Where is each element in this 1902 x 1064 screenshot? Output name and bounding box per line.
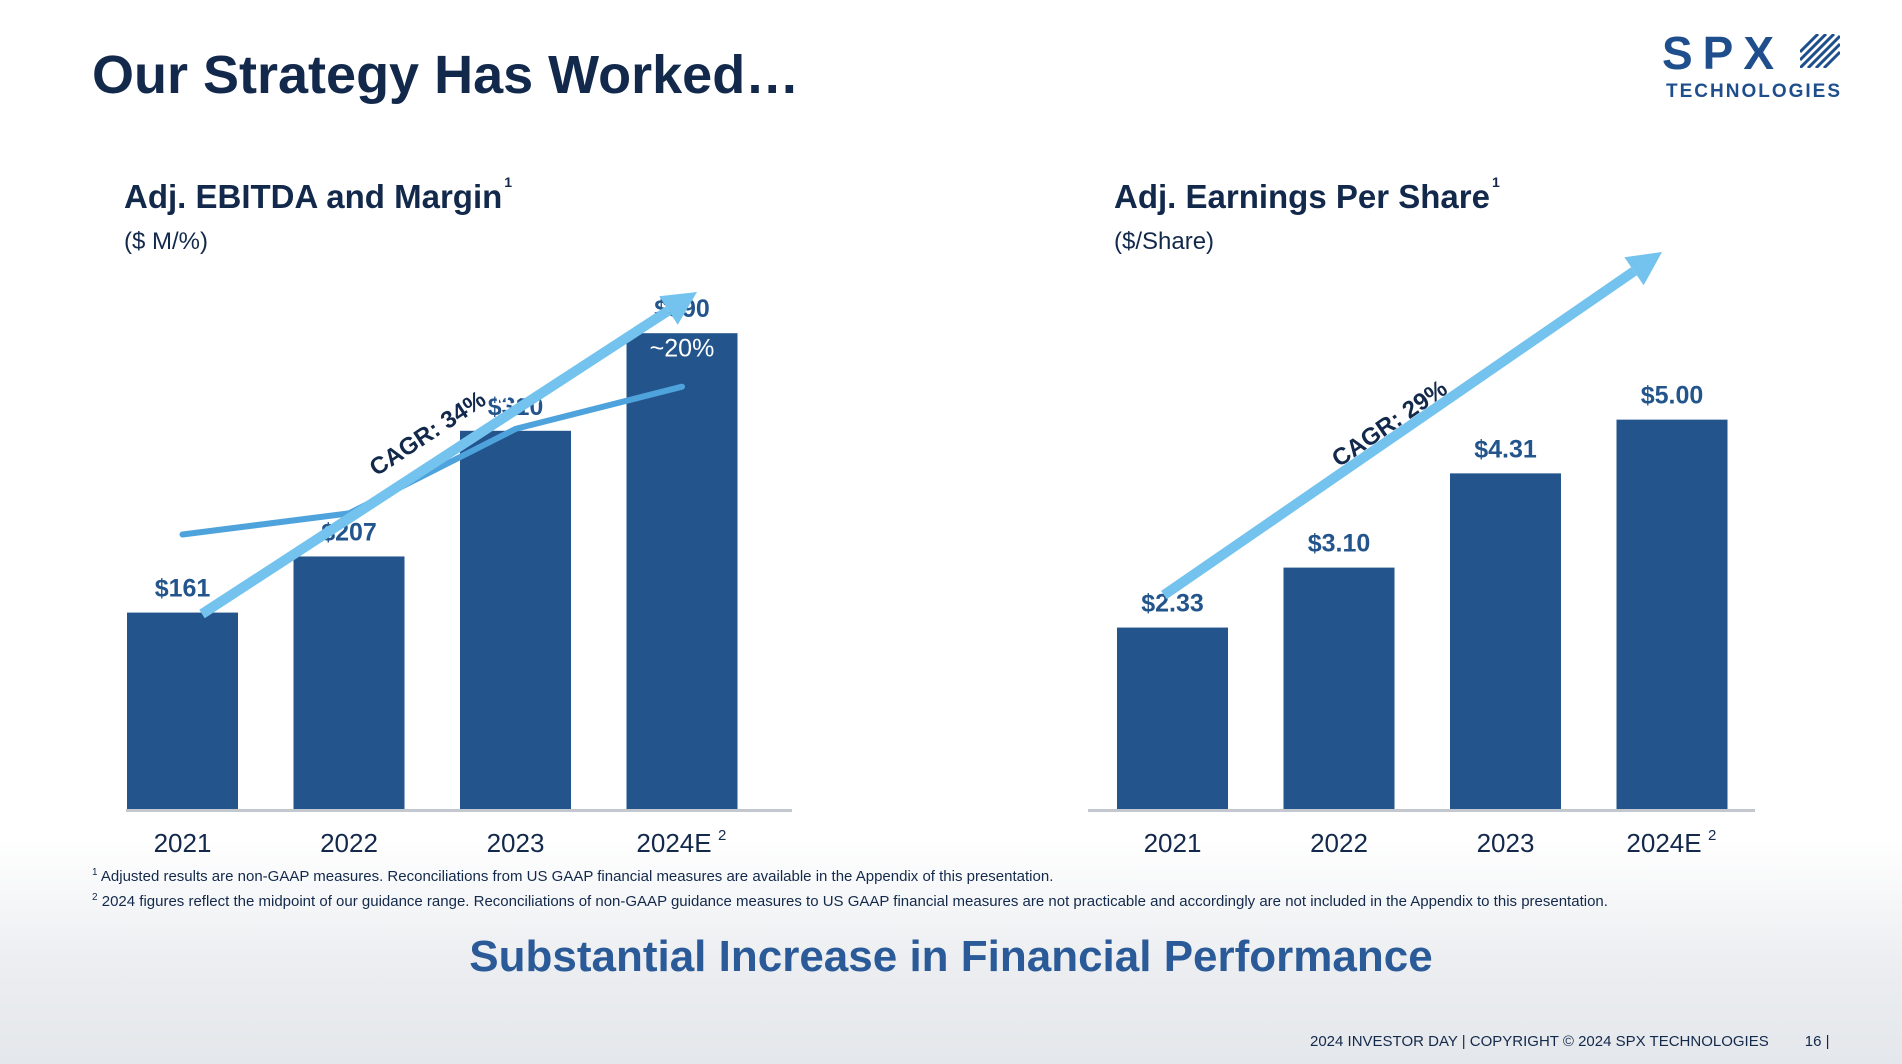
- footer-copyright: 2024 INVESTOR DAY | COPYRIGHT © 2024 SPX…: [1310, 1033, 1769, 1050]
- ebitda-category-label: 2021: [154, 828, 212, 858]
- footer: 2024 INVESTOR DAY | COPYRIGHT © 2024 SPX…: [1310, 1033, 1829, 1050]
- ebitda-margin-label: ~20%: [650, 335, 715, 363]
- eps-value-label: $4.31: [1474, 435, 1537, 463]
- eps-chart-subtitle: ($/Share): [1114, 228, 1215, 255]
- ebitda-bar-2022: [293, 556, 405, 809]
- ebitda-category-label: 2024E: [636, 828, 711, 858]
- ebitda-value-label: $161: [155, 575, 211, 603]
- ebitda-bar-2021: [127, 612, 238, 809]
- tagline: Substantial Increase in Financial Perfor…: [469, 932, 1433, 981]
- ebitda-margin-label: 13%: [157, 489, 207, 517]
- ebitda-chart-subtitle: ($ M/%): [124, 228, 208, 255]
- eps-category-sup: 2: [1708, 827, 1716, 844]
- eps-bar-2023: [1450, 473, 1561, 809]
- footnote-2: 2 2024 figures reflect the midpoint of o…: [92, 892, 1608, 910]
- slide-title: Our Strategy Has Worked…: [92, 45, 800, 105]
- eps-category-label: 2021: [1144, 828, 1202, 858]
- page-number: 16 |: [1804, 1033, 1830, 1050]
- eps-category-label: 2023: [1477, 828, 1535, 858]
- ebitda-margin-label: 14%: [324, 467, 374, 495]
- ebitda-chart-title: Adj. EBITDA and Margin 1: [124, 174, 513, 215]
- eps-cagr-arrow-shaft: [1161, 267, 1637, 600]
- ebitda-category-label: 2023: [487, 828, 545, 858]
- footnotes: 1 Adjusted results are non-GAAP measures…: [92, 862, 1608, 912]
- eps-category-label: 2024E: [1626, 828, 1701, 858]
- ebitda-category-sup: 2: [718, 827, 726, 844]
- ebitda-margin-line: [179, 383, 685, 538]
- footnote-1: 1 Adjusted results are non-GAAP measures…: [92, 867, 1054, 885]
- eps-chart-title: Adj. Earnings Per Share 1: [1114, 174, 1500, 215]
- ebitda-bar-2024E: [626, 333, 738, 809]
- ebitda-chart: $1612021$2072022$3102023$3902024E213%14%…: [126, 292, 792, 858]
- spx-logo: SPX TECHNOLOGIES: [1662, 30, 1862, 104]
- eps-category-label: 2022: [1310, 828, 1368, 858]
- eps-cagr-label: CAGR: 29%: [1327, 375, 1452, 473]
- eps-value-label: $5.00: [1641, 382, 1704, 410]
- ebitda-cagr-arrow-shaft: [199, 306, 672, 619]
- eps-cagr-arrow-head: [1624, 252, 1662, 286]
- eps-bar-2022: [1283, 567, 1395, 809]
- eps-bar-2024E: [1616, 419, 1728, 809]
- logo-stripes-icon: [1800, 34, 1840, 68]
- eps-bar-2021: [1117, 627, 1228, 809]
- eps-value-label: $3.10: [1308, 530, 1371, 558]
- logo-subtext: TECHNOLOGIES: [1666, 81, 1843, 102]
- ebitda-bar-2023: [460, 430, 571, 809]
- logo-wordmark: SPX: [1662, 27, 1785, 79]
- ebitda-cagr-arrow-head: [659, 292, 697, 325]
- ebitda-category-label: 2022: [320, 828, 378, 858]
